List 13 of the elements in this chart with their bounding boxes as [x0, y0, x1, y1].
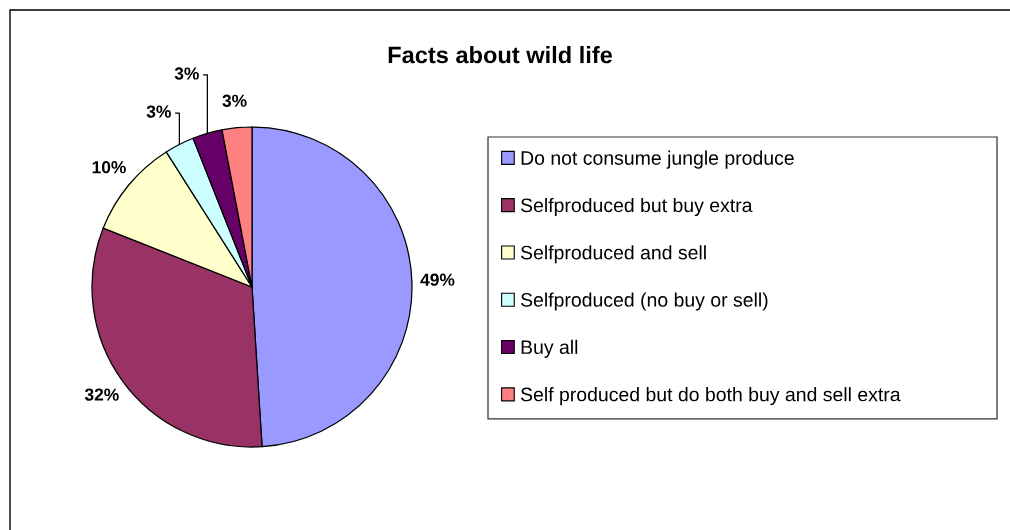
data-label: 3% [174, 67, 199, 80]
data-label: 3% [146, 105, 171, 118]
legend-label: Selfproduced but buy extra [520, 197, 753, 217]
legend-label: Selfproduced (no buy or sell) [520, 292, 768, 311]
chart-title: Facts about wild life [388, 46, 613, 64]
data-label: 49% [420, 273, 455, 286]
data-label: 10% [92, 161, 126, 174]
data-label: 3% [222, 94, 247, 107]
legend-label: Do not consume jungle produce [521, 150, 794, 169]
data-label: 32% [84, 388, 119, 401]
legend-label: Buy all [521, 339, 578, 358]
legend-label: Self produced but do both buy and sell extra [520, 387, 901, 406]
legend-label: Selfproduced and sell [520, 245, 706, 264]
